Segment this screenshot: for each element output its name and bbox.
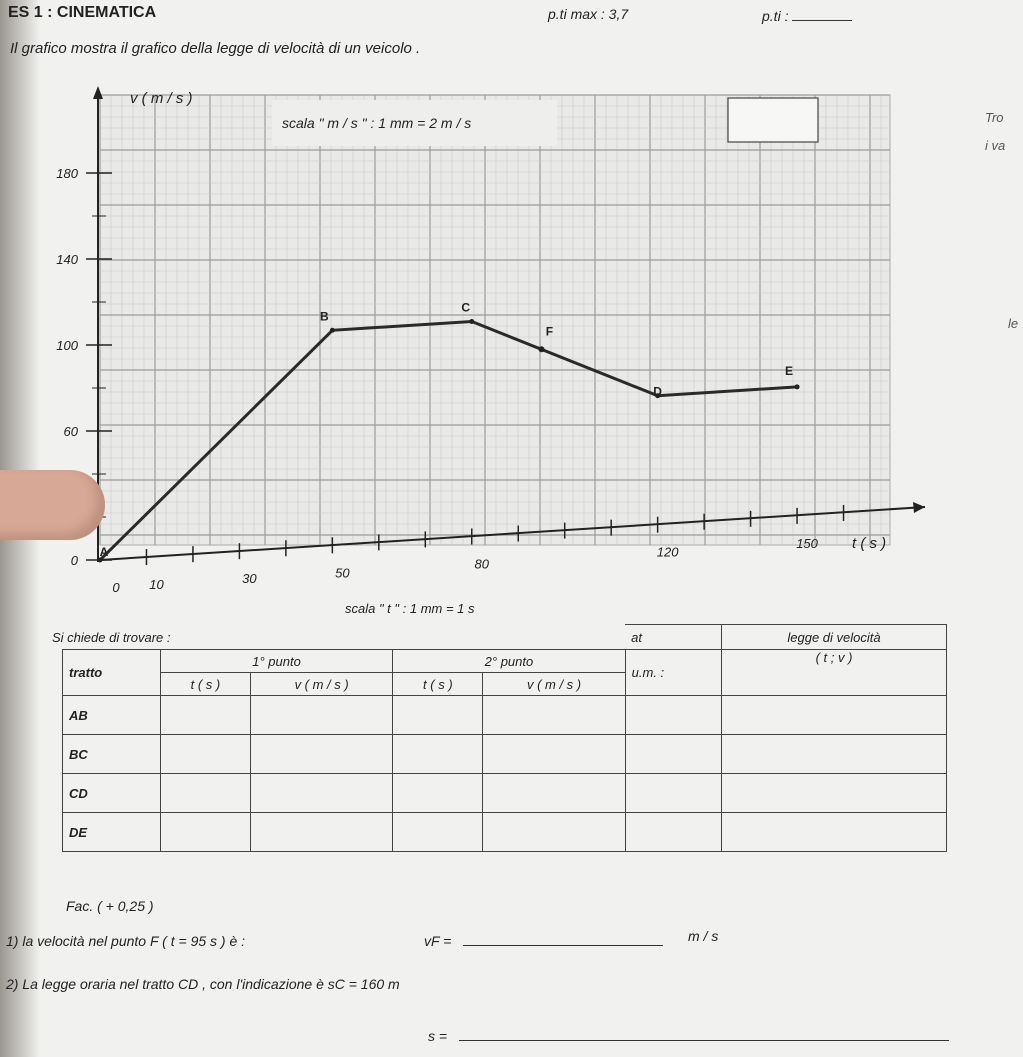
answer-cell[interactable]: [482, 695, 626, 735]
point-f-marker: [538, 346, 545, 353]
answer-cell[interactable]: [392, 695, 484, 735]
x-axis-title: t ( s ): [852, 535, 886, 552]
empty-box: [727, 97, 819, 143]
answer-line[interactable]: [463, 945, 664, 946]
question-1-unit: m / s: [688, 928, 719, 944]
legge-sub-header: ( t ; v ): [721, 649, 947, 696]
answer-cell[interactable]: [159, 695, 252, 735]
answer-cell[interactable]: [482, 773, 626, 813]
max-points: p.ti max : 3,7: [548, 6, 629, 22]
x-tick-label: 0: [112, 580, 120, 595]
point-label: E: [785, 364, 793, 378]
exercise-title: ES 1 : CINEMATICA: [8, 4, 157, 21]
point1-header: 1° punto: [159, 649, 394, 673]
point-label: C: [461, 300, 470, 314]
answer-cell[interactable]: [250, 773, 394, 813]
at-label: at: [625, 624, 722, 650]
answer-cell[interactable]: [721, 734, 947, 774]
answer-cell[interactable]: [250, 812, 394, 852]
answer-cell[interactable]: [159, 812, 252, 852]
answer-cell[interactable]: [624, 734, 723, 774]
answer-cell[interactable]: [624, 695, 723, 735]
y-tick-label: 0: [71, 553, 79, 568]
question-1-answer: vF =: [424, 933, 664, 949]
question-2: 2) La legge oraria nel tratto CD , con l…: [6, 976, 400, 992]
table-caption: Si chiede di trovare :: [52, 630, 171, 645]
v2-header: v ( m / s ): [482, 672, 626, 696]
answer-table: at legge di velocità tratto 1° punto 2° …: [62, 624, 947, 852]
side-fragment-3: le: [1008, 316, 1019, 331]
x-tick-label: 10: [149, 577, 164, 592]
v1-header: v ( m / s ): [250, 672, 394, 696]
point-label: A: [100, 545, 109, 559]
data-point: [794, 384, 800, 390]
row-label: CD: [62, 773, 161, 813]
table-row: AB: [62, 695, 947, 735]
answer-cell[interactable]: [624, 773, 723, 813]
point2-header: 2° punto: [392, 649, 626, 673]
question-2-answer: s =: [428, 1028, 950, 1044]
t2-header: t ( s ): [392, 672, 484, 696]
answer-cell[interactable]: [721, 695, 947, 735]
y-axis-title: v ( m / s ): [130, 90, 193, 107]
intro-text: Il grafico mostra il grafico della legge…: [10, 40, 421, 57]
y-tick-label: 60: [64, 424, 79, 439]
x-tick-label: 80: [475, 556, 490, 571]
answer-cell[interactable]: [624, 812, 723, 852]
row-label: BC: [62, 734, 161, 774]
answer-cell[interactable]: [392, 734, 484, 774]
finger: [0, 470, 105, 540]
y-axis-arrow: [93, 86, 103, 99]
x-tick-label: 30: [242, 571, 257, 586]
graph-paper: [99, 94, 891, 546]
scale-x-label: scala " t " : 1 mm = 1 s: [345, 601, 475, 616]
data-point: [655, 393, 661, 399]
answer-cell[interactable]: [250, 695, 394, 735]
row-label: AB: [62, 695, 161, 735]
data-point: [329, 327, 335, 333]
answer-cell[interactable]: [721, 812, 947, 852]
answer-cell[interactable]: [392, 773, 484, 813]
x-axis: [99, 506, 926, 561]
answer-line[interactable]: [459, 1040, 950, 1041]
table-row: CD: [62, 773, 947, 813]
point-label: D: [653, 385, 662, 399]
fac-label: Fac. ( + 0,25 ): [66, 898, 154, 914]
answer-cell[interactable]: [721, 773, 947, 813]
answer-cell[interactable]: [159, 734, 252, 774]
um-header: u.m. :: [624, 649, 723, 696]
velocity-graph: scala " m / s " : 1 mm = 2 m / s 180 140 10…: [0, 80, 1023, 620]
answer-cell[interactable]: [482, 734, 626, 774]
row-label: DE: [62, 812, 161, 852]
x-tick-label: 50: [335, 565, 350, 580]
side-fragment-1: Tro: [985, 110, 1004, 125]
tratto-header: tratto: [62, 649, 161, 696]
answer-cell[interactable]: [250, 734, 394, 774]
y-tick-label: 100: [56, 338, 78, 353]
y-tick-label: 180: [56, 166, 78, 181]
table-row: DE: [62, 812, 947, 852]
points-label: p.ti :: [762, 8, 853, 24]
scale-y-label: scala " m / s " : 1 mm = 2 m / s: [282, 115, 471, 131]
velocity-time-chart: scala " m / s " : 1 mm = 2 m / s 180 140 10…: [56, 86, 926, 616]
t1-header: t ( s ): [159, 672, 252, 696]
legge-header: legge di velocità: [721, 624, 947, 650]
point-label: B: [320, 309, 329, 323]
x-tick-label: 150: [796, 536, 818, 551]
answer-cell[interactable]: [159, 773, 252, 813]
answer-cell[interactable]: [392, 812, 484, 852]
scale-box: [272, 100, 557, 146]
point-f-label: F: [546, 324, 553, 338]
side-fragment-2: i va: [985, 138, 1006, 153]
answer-cell[interactable]: [482, 812, 626, 852]
y-tick-label: 140: [56, 252, 78, 267]
x-tick-label: 120: [657, 545, 679, 560]
data-point: [469, 318, 475, 324]
data-point: [97, 557, 103, 563]
table-row: BC: [62, 734, 947, 774]
question-1: 1) la velocità nel punto F ( t = 95 s ) …: [6, 933, 246, 949]
x-axis-arrow: [913, 502, 925, 513]
